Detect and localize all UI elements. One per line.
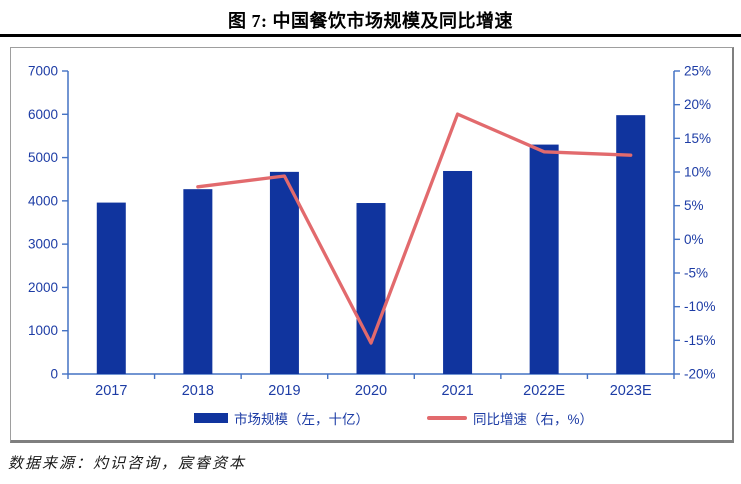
right-axis-tick-label: 0% <box>684 232 704 247</box>
right-axis-tick-label: 20% <box>684 97 711 112</box>
right-axis-tick-label: 5% <box>684 198 704 213</box>
bar-2022E <box>529 144 559 374</box>
right-axis-tick-label: -10% <box>684 299 716 314</box>
left-axis-tick-label: 7000 <box>28 64 58 79</box>
x-axis-label-2023E: 2023E <box>610 383 652 399</box>
legend-item-growth-rate: 同比增速（右，%） <box>426 408 593 428</box>
bar-2021 <box>443 170 473 374</box>
line-series-swatch <box>426 416 467 420</box>
right-axis-tick-label: -20% <box>684 367 716 382</box>
right-axis-tick-label: -5% <box>684 266 708 281</box>
left-axis-tick-label: 4000 <box>28 193 58 208</box>
bar-line-chart: 0 1000 2000 3000 4000 5000 6000 7000 -20% -15% -10… <box>28 64 716 400</box>
right-axis-tick-label: 10% <box>684 165 711 180</box>
title-divider-rule <box>0 34 741 37</box>
chart-legend: 市场规模（左，十亿） 同比增速（右，%） <box>33 406 741 430</box>
left-axis-tick-label: 6000 <box>28 107 58 122</box>
x-axis-label-2018: 2018 <box>182 383 214 399</box>
figure-title: 图 7: 中国餐饮市场规模及同比增速 <box>228 11 513 31</box>
data-source-note: 数据来源：灼识咨询，宸睿资本 <box>8 456 247 472</box>
bar-2023E <box>616 115 646 374</box>
chart-panel: 0 1000 2000 3000 4000 5000 6000 7000 -20% -15% -10… <box>10 47 734 443</box>
bar-series-swatch <box>193 413 228 423</box>
bar-2020 <box>356 203 386 374</box>
growth-rate-line <box>196 112 633 345</box>
left-axis-tick-label: 0 <box>50 367 58 382</box>
bar-2019 <box>269 171 299 374</box>
right-axis-tick-label: 15% <box>684 131 711 146</box>
x-axis-label-2017: 2017 <box>95 383 127 399</box>
legend-label: 同比增速（右，%） <box>472 412 593 427</box>
left-axis-tick-label: 5000 <box>28 150 58 165</box>
x-axis-label-2020: 2020 <box>355 383 387 399</box>
right-axis-tick-label: -15% <box>684 333 716 348</box>
left-axis-tick-label: 2000 <box>28 280 58 295</box>
bar-2018 <box>183 189 213 374</box>
legend-label: 市场规模（左，十亿） <box>233 412 369 427</box>
x-axis-label-2022E: 2022E <box>523 383 565 399</box>
bar-2017 <box>96 202 126 374</box>
x-axis-label-2021: 2021 <box>441 383 473 399</box>
left-axis-tick-label: 3000 <box>28 237 58 252</box>
right-axis-tick-label: 25% <box>684 64 711 79</box>
x-axis-label-2019: 2019 <box>268 383 300 399</box>
legend-item-market-size: 市场规模（左，十亿） <box>193 408 369 428</box>
left-axis-tick-label: 1000 <box>28 323 58 338</box>
